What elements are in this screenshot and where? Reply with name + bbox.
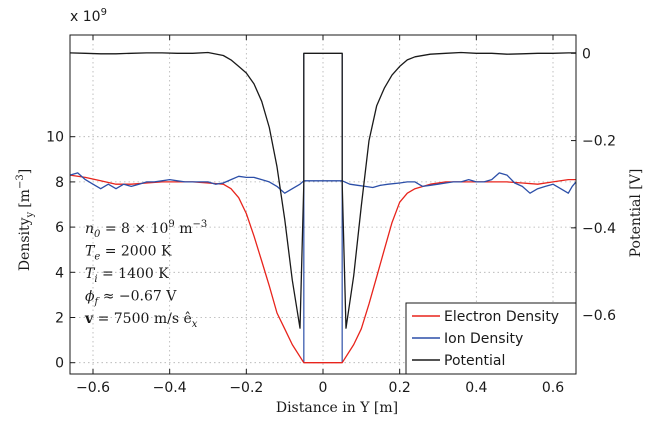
left-y-tick-label: 6 [55,220,64,236]
annotation-unit-exponent: −3 [193,219,208,230]
left-axis-multiplier: x 109 [70,7,107,25]
right-y-tick-label: −0.2 [582,134,616,150]
parameter-annotations: n0 = 8 × 109 m−3Te = 2000 KTi = 1400 Kϕf… [84,219,207,330]
x-tick-label: 0.2 [389,380,411,396]
multiplier-base: x 10 [70,9,101,25]
multiplier-exponent: 9 [101,7,107,18]
annotation-line: Ti = 1400 K [85,266,169,285]
annotation-value: = 8 × 10 [100,221,168,237]
x-tick-label: −0.4 [153,380,187,396]
right-y-tick-label: −0.4 [582,221,616,237]
annotation-symbol: v [84,311,94,327]
x-tick-label: 0 [319,380,328,396]
annotation-line: v = 7500 m/s êx [84,311,198,330]
annotation-subscript: f [94,297,101,308]
left-y-label-unit: [m [17,189,33,208]
legend-label-potential: Potential [444,353,505,369]
annotation-symbol: T [85,266,96,282]
annotation-value: ≈ −0.67 V [98,289,177,305]
annotation-subscript: 0 [94,229,101,240]
annotation-symbol: ϕ [85,289,95,305]
x-tick-label: −0.2 [229,380,263,396]
x-tick-label: 0.4 [465,380,487,396]
right-y-tick-label: −0.6 [582,308,616,324]
annotation-subscript: i [94,274,97,285]
annotation-exponent: 9 [168,219,174,230]
left-y-tick-label: 2 [55,311,64,327]
annotation-symbol: T [85,244,96,260]
left-y-tick-label: 0 [55,356,64,372]
legend-label-ion-density: Ion Density [444,331,523,347]
right-y-axis-label: Potential [V] [628,169,644,258]
annotation-line: ϕf ≈ −0.67 V [85,289,177,308]
annotation-value: = 1400 K [98,266,170,282]
annotation-line: Te = 2000 K [85,244,172,263]
x-tick-label: 0.6 [542,380,564,396]
left-y-tick-label: 10 [46,130,64,146]
left-y-label-subscript: y [25,211,36,218]
left-y-label-unit-exponent: −3 [15,174,26,189]
legend-label-electron-density: Electron Density [444,309,559,325]
annotation-value: = 2000 K [100,244,172,260]
annotation-line: n0 = 8 × 109 m−3 [85,219,207,240]
left-y-label-text: Density [17,217,33,271]
series-lines [69,51,577,364]
potential-line [69,51,576,329]
annotation-value: = 7500 m/s ê [93,311,192,327]
right-y-tick-label: 0 [582,46,591,62]
legend: Electron Density Ion Density Potential [405,302,577,375]
left-y-axis-label: Densityy [m−3] [15,169,36,271]
annotation-subscript: e [94,252,100,263]
annotation-unit: m [175,221,193,237]
axis-ticks: −0.6 −0.4 −0.2 0 0.2 0.4 0.6 0 2 4 6 8 10 0 −0.2 −0.4 −0… [46,35,616,396]
left-y-tick-label: 8 [55,175,64,191]
x-tick-label: −0.6 [76,380,110,396]
annotation-subscript: x [192,319,198,330]
annotation-symbol: n [85,221,94,237]
x-axis-label: Distance in Y [m] [276,400,398,416]
left-y-tick-label: 4 [55,265,64,281]
left-y-label-unit-close: ] [17,169,33,174]
